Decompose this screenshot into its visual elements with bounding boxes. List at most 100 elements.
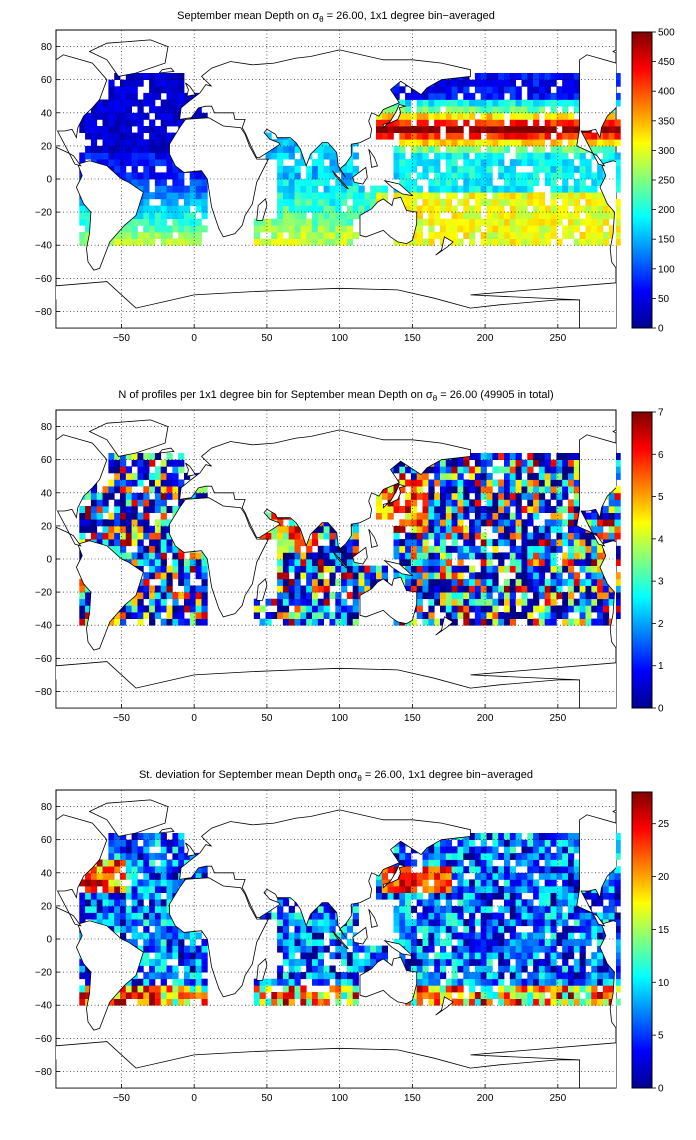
data-cell xyxy=(597,572,604,580)
data-cell xyxy=(527,899,534,907)
data-cell xyxy=(544,859,551,867)
data-cell xyxy=(504,925,511,933)
data-cell xyxy=(149,152,156,160)
land-shape xyxy=(169,497,270,618)
data-cell xyxy=(149,612,156,619)
data-cell xyxy=(504,605,511,613)
data-cell xyxy=(579,932,586,940)
data-cell xyxy=(259,605,266,613)
data-cell xyxy=(114,453,121,460)
data-cell xyxy=(451,499,458,507)
data-cell xyxy=(428,998,435,1006)
data-cell xyxy=(306,225,313,233)
data-cell xyxy=(474,886,482,893)
data-cell xyxy=(474,106,482,114)
data-cell xyxy=(498,145,505,153)
data-cell xyxy=(422,506,429,513)
data-cell xyxy=(329,939,336,946)
data-cell xyxy=(480,112,487,120)
data-cell xyxy=(521,872,528,880)
data-cell xyxy=(533,866,540,874)
data-cell xyxy=(102,919,109,927)
data-cell xyxy=(463,152,470,160)
data-cell xyxy=(556,859,563,867)
data-cell xyxy=(172,545,179,553)
data-cell xyxy=(474,978,482,986)
data-cell xyxy=(329,218,336,226)
y-tick-label: −80 xyxy=(35,307,52,318)
data-cell xyxy=(405,512,412,520)
data-cell xyxy=(469,92,476,100)
data-cell xyxy=(201,985,208,993)
data-cell xyxy=(440,545,447,553)
data-cell xyxy=(416,145,423,153)
data-cell xyxy=(416,879,423,887)
data-cell xyxy=(160,839,167,847)
data-cell xyxy=(108,459,115,467)
data-cell xyxy=(469,978,476,986)
data-cell xyxy=(469,912,476,920)
data-cell xyxy=(515,833,522,840)
data-cell xyxy=(562,479,569,487)
data-cell xyxy=(335,612,342,619)
data-cell xyxy=(160,578,167,586)
data-cell xyxy=(335,165,342,173)
land-shape xyxy=(368,148,379,168)
data-cell xyxy=(102,486,109,494)
data-cell xyxy=(387,126,394,133)
data-cell xyxy=(591,139,598,147)
data-cell xyxy=(352,152,359,160)
data-cell xyxy=(550,466,557,474)
data-cell xyxy=(504,892,511,900)
data-cell xyxy=(143,932,150,940)
data-cell xyxy=(469,899,476,907)
data-cell xyxy=(556,119,563,127)
data-cell xyxy=(178,998,185,1006)
data-cell xyxy=(317,212,324,220)
data-cell xyxy=(492,218,499,226)
data-cell xyxy=(422,919,429,927)
data-cell xyxy=(108,152,115,160)
data-cell xyxy=(253,225,260,233)
data-cell xyxy=(85,992,92,999)
data-cell xyxy=(189,225,196,233)
data-cell xyxy=(504,872,511,880)
data-cell xyxy=(416,92,423,100)
data-cell xyxy=(474,119,482,127)
data-cell xyxy=(597,218,604,226)
data-cell xyxy=(341,972,348,980)
data-cell xyxy=(579,618,586,626)
data-cell xyxy=(521,492,528,500)
data-cell xyxy=(469,519,476,527)
data-cell xyxy=(312,945,319,953)
data-cell xyxy=(533,833,540,840)
data-cell xyxy=(282,899,290,907)
data-cell xyxy=(492,453,499,460)
data-cell xyxy=(504,879,511,887)
data-cell xyxy=(457,992,464,999)
data-cell xyxy=(416,892,423,900)
data-cell xyxy=(131,179,138,186)
data-cell xyxy=(312,972,319,980)
data-cell xyxy=(509,86,516,94)
data-cell xyxy=(469,866,476,874)
data-cell xyxy=(474,598,482,606)
data-cell xyxy=(282,185,290,193)
data-cell xyxy=(445,846,452,854)
data-cell xyxy=(137,905,144,913)
data-cell xyxy=(533,992,540,999)
data-cell xyxy=(405,872,412,880)
data-cell xyxy=(538,545,546,553)
data-cell xyxy=(312,225,319,233)
data-cell xyxy=(166,205,173,213)
data-cell xyxy=(556,506,563,513)
data-cell xyxy=(422,965,429,973)
data-cell xyxy=(399,539,406,547)
data-cell xyxy=(294,165,301,173)
data-cell xyxy=(195,592,202,600)
data-cell xyxy=(399,165,406,173)
data-cell xyxy=(178,459,185,467)
data-cell xyxy=(416,232,423,239)
data-cell xyxy=(143,179,150,186)
data-cell xyxy=(486,892,493,900)
